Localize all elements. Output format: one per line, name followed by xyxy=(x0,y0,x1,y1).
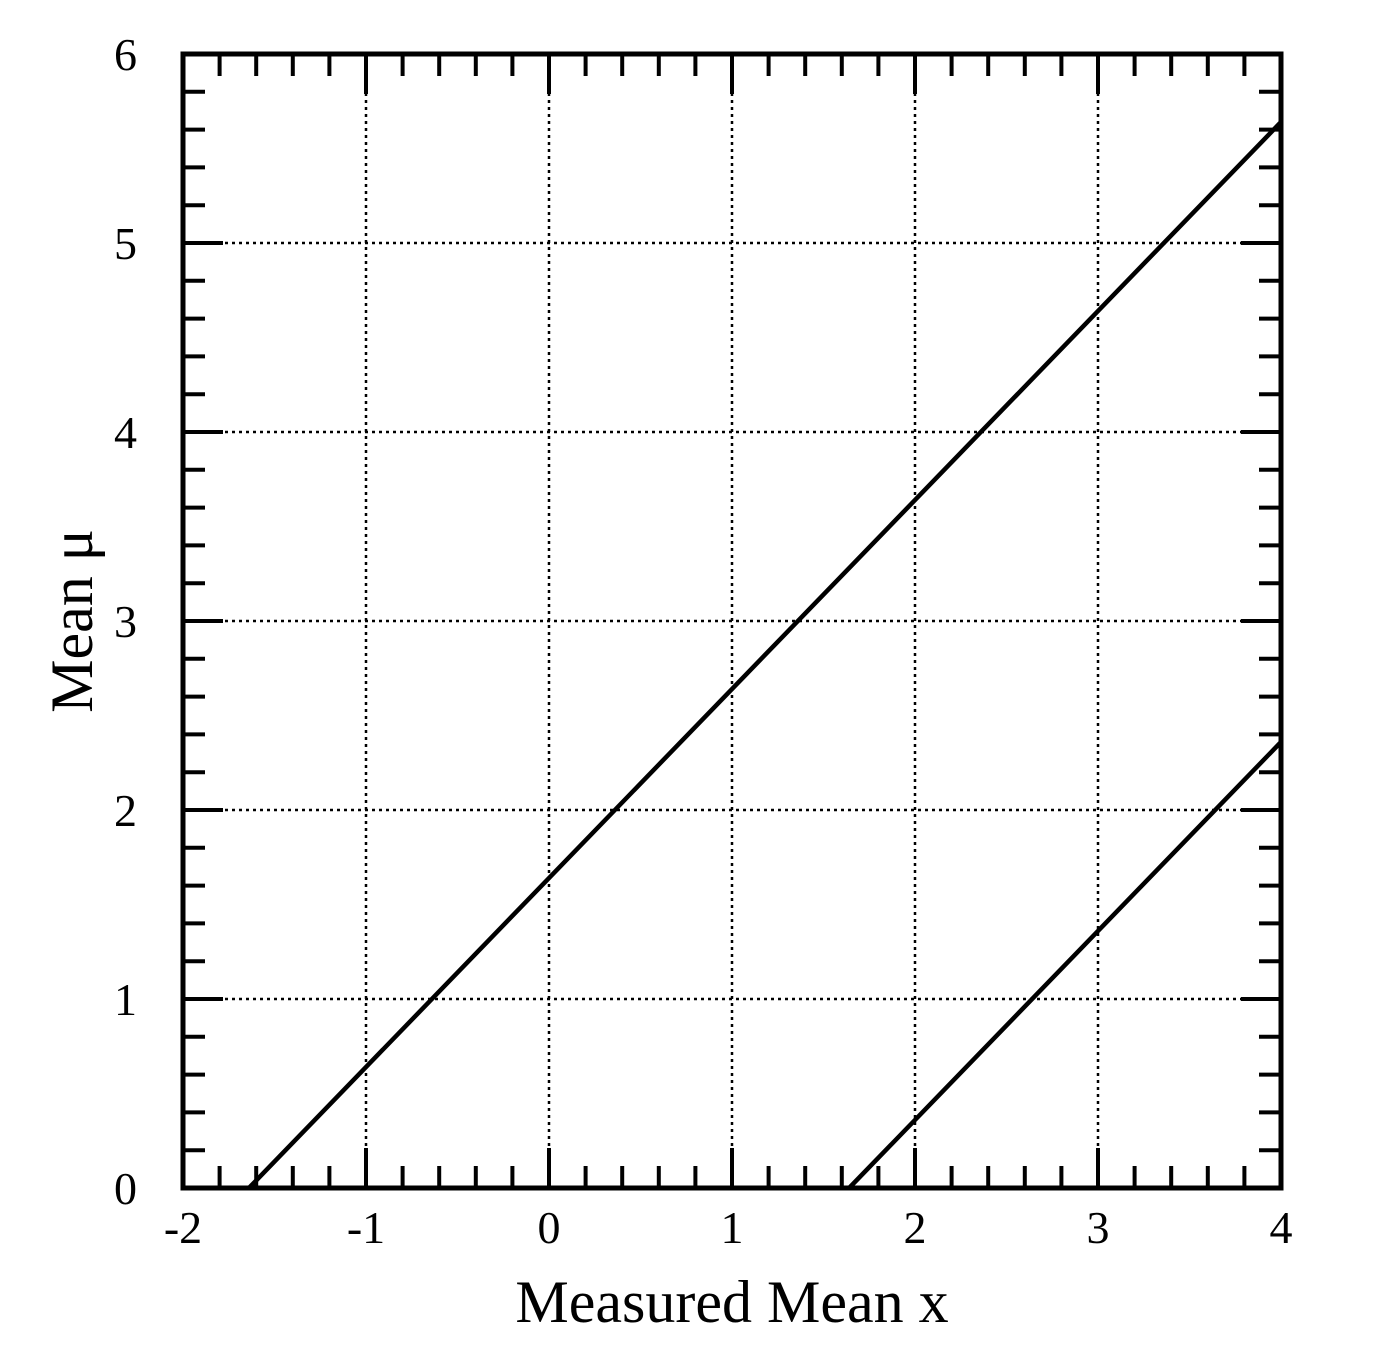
x-tick-label: 2 xyxy=(904,1202,927,1253)
series-lines xyxy=(247,120,1283,1190)
y-tick-label: 1 xyxy=(114,974,137,1025)
x-tick-label: -2 xyxy=(164,1202,202,1253)
y-tick-label: 0 xyxy=(114,1163,137,1214)
y-tick-labels: 0 1 2 3 4 5 6 xyxy=(114,29,137,1214)
grid-lines xyxy=(183,54,1281,1188)
series-line-2 xyxy=(847,740,1283,1190)
x-tick-label: 0 xyxy=(538,1202,561,1253)
y-tick-label: 3 xyxy=(114,596,137,647)
series-line-1 xyxy=(247,120,1283,1190)
y-tick-label: 5 xyxy=(114,218,137,269)
x-tick-label: 1 xyxy=(721,1202,744,1253)
plot-frame xyxy=(180,51,1284,1191)
y-tick-label: 4 xyxy=(114,407,137,458)
x-tick-label: 4 xyxy=(1270,1202,1293,1253)
y-axis-title: Mean μ xyxy=(39,529,105,713)
y-tick-label: 6 xyxy=(114,29,137,80)
x-tick-labels: -2 -1 0 1 2 3 4 xyxy=(164,1202,1293,1253)
y-tick-label: 2 xyxy=(114,785,137,836)
x-axis-title: Measured Mean x xyxy=(515,1269,948,1335)
x-tick-label: -1 xyxy=(347,1202,385,1253)
x-tick-label: 3 xyxy=(1087,1202,1110,1253)
